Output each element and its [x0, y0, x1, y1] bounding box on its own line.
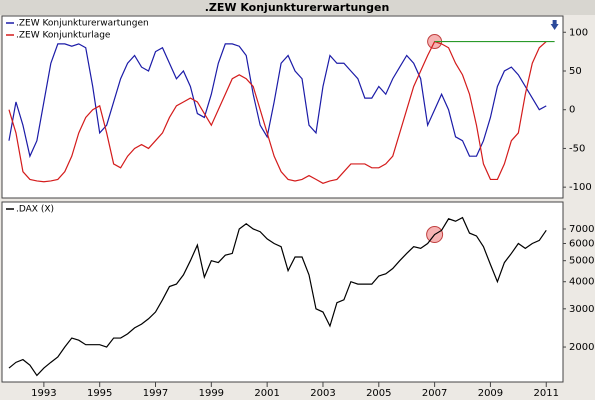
x-tick-label: 2011 — [534, 388, 559, 399]
y-tick-label: 2000 — [569, 342, 594, 353]
y-tick-label: 50 — [569, 66, 582, 77]
y-tick-label: -100 — [569, 182, 592, 193]
y-tick-label: 0 — [569, 105, 575, 116]
chart-title: .ZEW Konjunkturerwartungen — [205, 1, 390, 14]
title-bar — [0, 0, 595, 15]
y-tick-label: -50 — [569, 143, 585, 154]
legend-label: .DAX (X) — [16, 205, 54, 215]
x-tick-label: 1999 — [199, 388, 224, 399]
x-tick-label: 2005 — [366, 388, 391, 399]
y-tick-label: 7000 — [569, 224, 594, 235]
plot-area — [1, 201, 564, 383]
x-tick-label: 1997 — [143, 388, 168, 399]
x-tick-label: 2009 — [478, 388, 503, 399]
series-line — [8, 216, 547, 377]
x-tick-label: 2007 — [422, 388, 447, 399]
x-tick-label: 1995 — [87, 388, 112, 399]
y-tick-label: 4000 — [569, 277, 594, 288]
x-tick-label: 2001 — [254, 388, 279, 399]
legend-label: .ZEW Konjunkturerwartungen — [16, 19, 149, 29]
x-tick-label: 1993 — [31, 388, 56, 399]
y-tick-label: 5000 — [569, 256, 594, 267]
legend-label: .ZEW Konjunkturlage — [16, 31, 111, 41]
x-tick-label: 2003 — [310, 388, 335, 399]
y-tick-label: 6000 — [569, 239, 594, 250]
series-line — [8, 40, 547, 184]
marker-arrow — [550, 20, 559, 30]
series-line — [8, 43, 547, 159]
y-tick-label: 100 — [569, 27, 588, 38]
plot-area — [1, 15, 564, 199]
y-tick-label: 3000 — [569, 304, 594, 315]
